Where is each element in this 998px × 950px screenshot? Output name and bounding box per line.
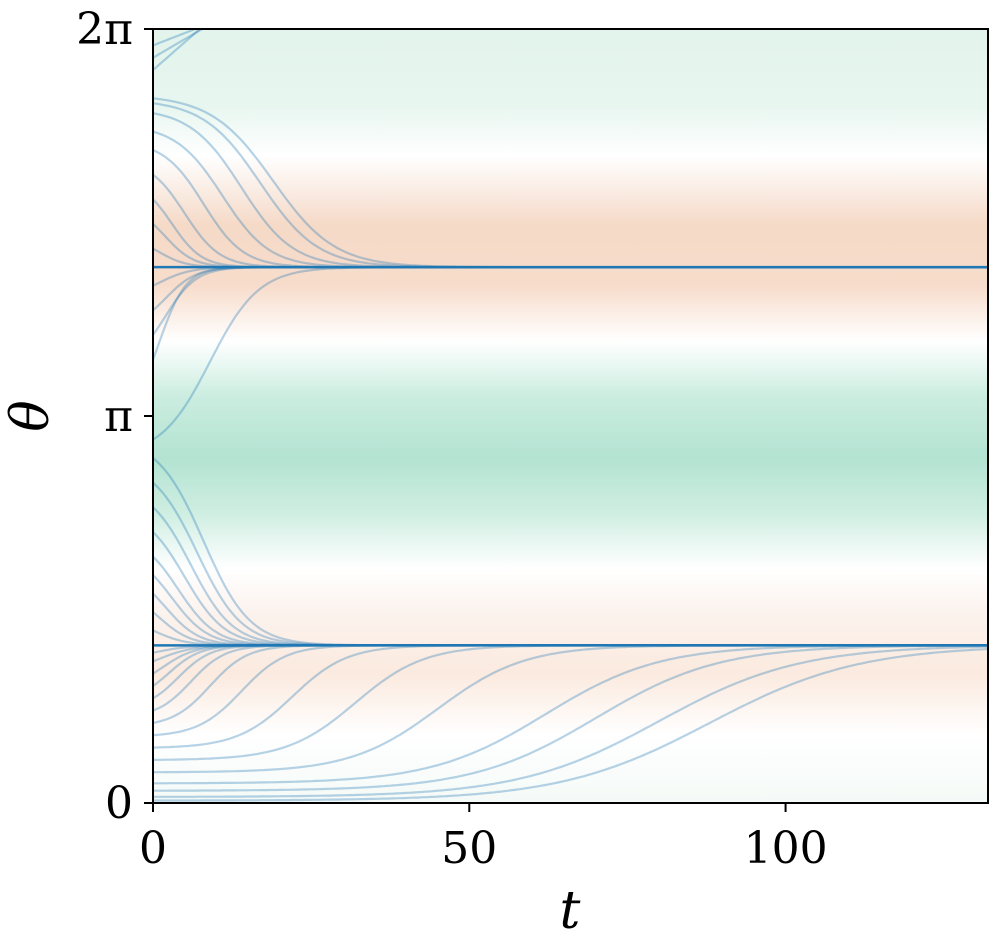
y-axis-ticks: 0 π 2π: [76, 4, 153, 829]
wrap-trajectory-line-0: [153, 29, 202, 71]
wrap-trajectory-line-2: [153, 29, 199, 47]
x-axis-label: t: [560, 881, 581, 941]
x-tick-label-1: 50: [441, 823, 497, 874]
y-tick-label-0: 0: [105, 778, 133, 829]
x-tick-label-0: 0: [139, 823, 167, 874]
attractor-group: [153, 265, 988, 647]
trajectory-line-0: [153, 647, 988, 802]
y-axis-label: θ: [1, 400, 61, 431]
wrap-trajectory-line-1: [153, 29, 205, 59]
y-tick-label-2: 2π: [76, 4, 133, 55]
trajectory-line-1: [153, 645, 988, 798]
x-tick-label-2: 100: [744, 823, 828, 874]
y-tick-label-1: π: [104, 391, 133, 442]
plot-background: [153, 29, 988, 803]
trajectory-line-2: [153, 644, 988, 792]
x-axis-ticks: 0 50 100: [139, 803, 828, 874]
